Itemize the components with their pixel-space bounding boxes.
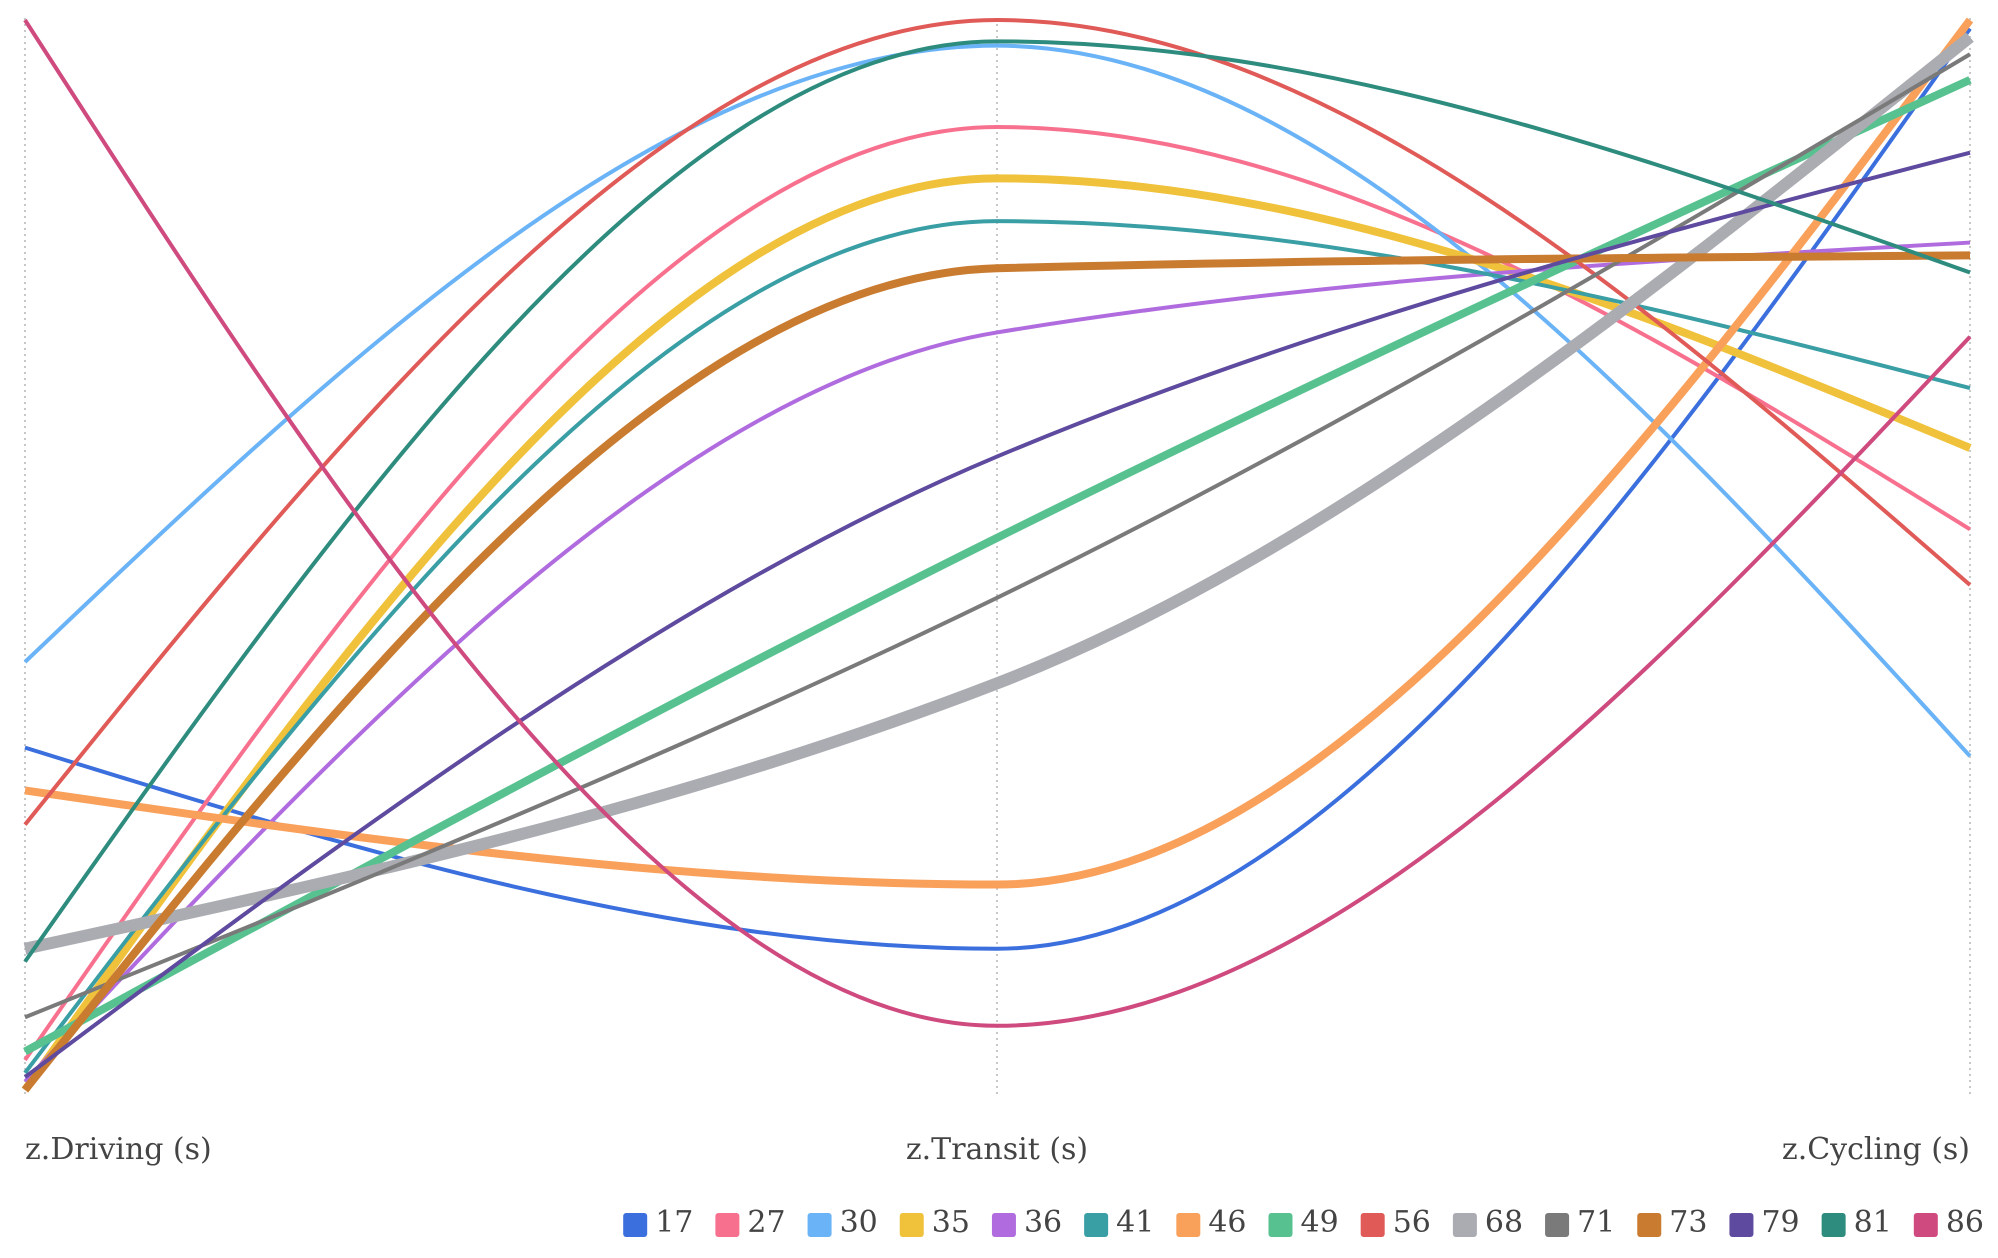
legend-swatch	[1729, 1213, 1754, 1237]
series-line-17	[24, 27, 1972, 951]
legend-label: 71	[1577, 1205, 1615, 1240]
legend-swatch	[1452, 1213, 1477, 1237]
legend-label: 68	[1485, 1205, 1523, 1240]
series-line-79	[23, 150, 1971, 1079]
legend-label: 56	[1393, 1205, 1431, 1240]
legend-swatch	[1268, 1213, 1293, 1237]
legend-item-68[interactable]: 68	[1452, 1205, 1523, 1240]
legend-label: 49	[1301, 1205, 1339, 1240]
legend-item-46[interactable]: 46	[1176, 1205, 1247, 1240]
legend-label: 73	[1669, 1205, 1707, 1240]
legend-label: 27	[747, 1205, 785, 1240]
series-line-86	[23, 18, 1972, 1028]
legend-swatch	[899, 1213, 924, 1237]
legend-swatch	[1176, 1213, 1201, 1237]
axis-labels-layer: z.Driving (s) z.Transit (s) z.Cycling (s)	[25, 1132, 1970, 1167]
legend-swatch	[715, 1213, 740, 1237]
legend-item-86[interactable]: 86	[1913, 1205, 1984, 1240]
series-line-36	[23, 240, 1971, 1083]
legend-label: 41	[1116, 1205, 1154, 1240]
legend-label: 81	[1854, 1205, 1892, 1240]
legend-item-81[interactable]: 81	[1821, 1205, 1892, 1240]
legend-item-27[interactable]: 27	[715, 1205, 786, 1240]
legend-label: 86	[1946, 1205, 1984, 1240]
legend-label: 17	[655, 1205, 693, 1240]
legend-label: 79	[1761, 1205, 1799, 1240]
legend-item-17[interactable]: 17	[623, 1205, 693, 1240]
legend: 17 27 30 35 36 41 46 49 56 68 71 73 79 81 86	[623, 1205, 1984, 1240]
legend-swatch	[807, 1213, 832, 1237]
legend-swatch	[1545, 1213, 1570, 1237]
legend-swatch	[1913, 1213, 1938, 1237]
legend-item-79[interactable]: 79	[1729, 1205, 1800, 1240]
series-line-68	[23, 32, 1974, 955]
legend-item-41[interactable]: 41	[1084, 1205, 1154, 1240]
series-line-73	[21, 251, 1971, 1093]
legend-swatch	[1821, 1213, 1846, 1237]
series-lines-layer	[21, 17, 1974, 1093]
legend-swatch	[1637, 1213, 1662, 1237]
legend-label: 36	[1024, 1205, 1062, 1240]
series-line-56	[23, 18, 1972, 826]
legend-swatch	[991, 1213, 1016, 1237]
series-line-46	[24, 17, 1974, 889]
legend-swatch	[1084, 1213, 1109, 1237]
legend-label: 30	[840, 1205, 878, 1240]
axis-label-z-transit-s: z.Transit (s)	[906, 1132, 1088, 1167]
legend-item-36[interactable]: 36	[991, 1205, 1062, 1240]
legend-item-49[interactable]: 49	[1268, 1205, 1339, 1240]
legend-label: 46	[1208, 1205, 1246, 1240]
series-line-71	[24, 52, 1972, 1020]
legend-item-56[interactable]: 56	[1360, 1205, 1431, 1240]
legend-swatch	[623, 1213, 648, 1237]
legend-swatch	[1360, 1213, 1385, 1237]
legend-item-35[interactable]: 35	[899, 1205, 970, 1240]
legend-item-73[interactable]: 73	[1637, 1205, 1707, 1240]
legend-item-30[interactable]: 30	[807, 1205, 878, 1240]
axis-label-z-driving-s: z.Driving (s)	[25, 1132, 212, 1167]
legend-item-71[interactable]: 71	[1545, 1205, 1615, 1240]
legend-label: 35	[932, 1205, 970, 1240]
axis-label-z-cycling-s: z.Cycling (s)	[1782, 1132, 1970, 1167]
series-line-27	[23, 125, 1972, 1062]
series-line-81	[23, 39, 1971, 963]
series-line-30	[23, 43, 1972, 758]
series-line-35	[21, 174, 1972, 1093]
